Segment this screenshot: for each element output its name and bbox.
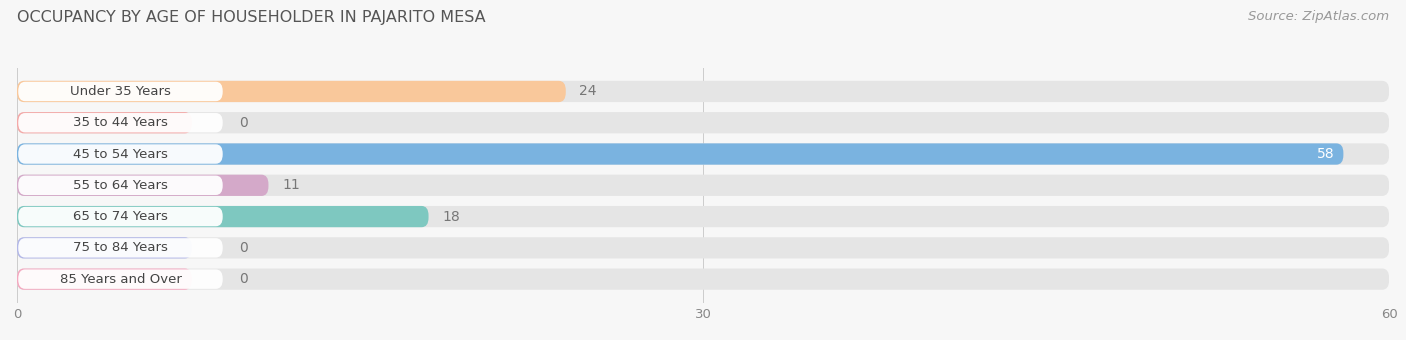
FancyBboxPatch shape [17,175,269,196]
Text: 18: 18 [443,209,460,224]
FancyBboxPatch shape [17,143,1343,165]
Text: Under 35 Years: Under 35 Years [70,85,172,98]
FancyBboxPatch shape [17,269,191,290]
FancyBboxPatch shape [17,112,1389,133]
FancyBboxPatch shape [17,112,191,133]
Text: 0: 0 [239,116,247,130]
Text: 11: 11 [283,178,299,192]
FancyBboxPatch shape [18,238,222,258]
FancyBboxPatch shape [17,175,1389,196]
Text: Source: ZipAtlas.com: Source: ZipAtlas.com [1249,10,1389,23]
FancyBboxPatch shape [18,269,222,289]
Text: 65 to 74 Years: 65 to 74 Years [73,210,167,223]
FancyBboxPatch shape [18,113,222,133]
FancyBboxPatch shape [17,206,1389,227]
FancyBboxPatch shape [18,207,222,226]
Text: 0: 0 [239,241,247,255]
FancyBboxPatch shape [17,81,565,102]
Text: 24: 24 [579,84,598,99]
Text: 35 to 44 Years: 35 to 44 Years [73,116,167,129]
Text: 75 to 84 Years: 75 to 84 Years [73,241,167,254]
FancyBboxPatch shape [17,269,1389,290]
FancyBboxPatch shape [17,237,191,258]
FancyBboxPatch shape [17,81,1389,102]
Text: 85 Years and Over: 85 Years and Over [59,273,181,286]
FancyBboxPatch shape [17,143,1389,165]
FancyBboxPatch shape [17,206,429,227]
Text: 58: 58 [1316,147,1334,161]
FancyBboxPatch shape [18,82,222,101]
Text: 0: 0 [239,272,247,286]
FancyBboxPatch shape [17,237,1389,258]
Text: OCCUPANCY BY AGE OF HOUSEHOLDER IN PAJARITO MESA: OCCUPANCY BY AGE OF HOUSEHOLDER IN PAJAR… [17,10,485,25]
FancyBboxPatch shape [18,144,222,164]
Text: 55 to 64 Years: 55 to 64 Years [73,179,167,192]
FancyBboxPatch shape [18,175,222,195]
Text: 45 to 54 Years: 45 to 54 Years [73,148,167,160]
